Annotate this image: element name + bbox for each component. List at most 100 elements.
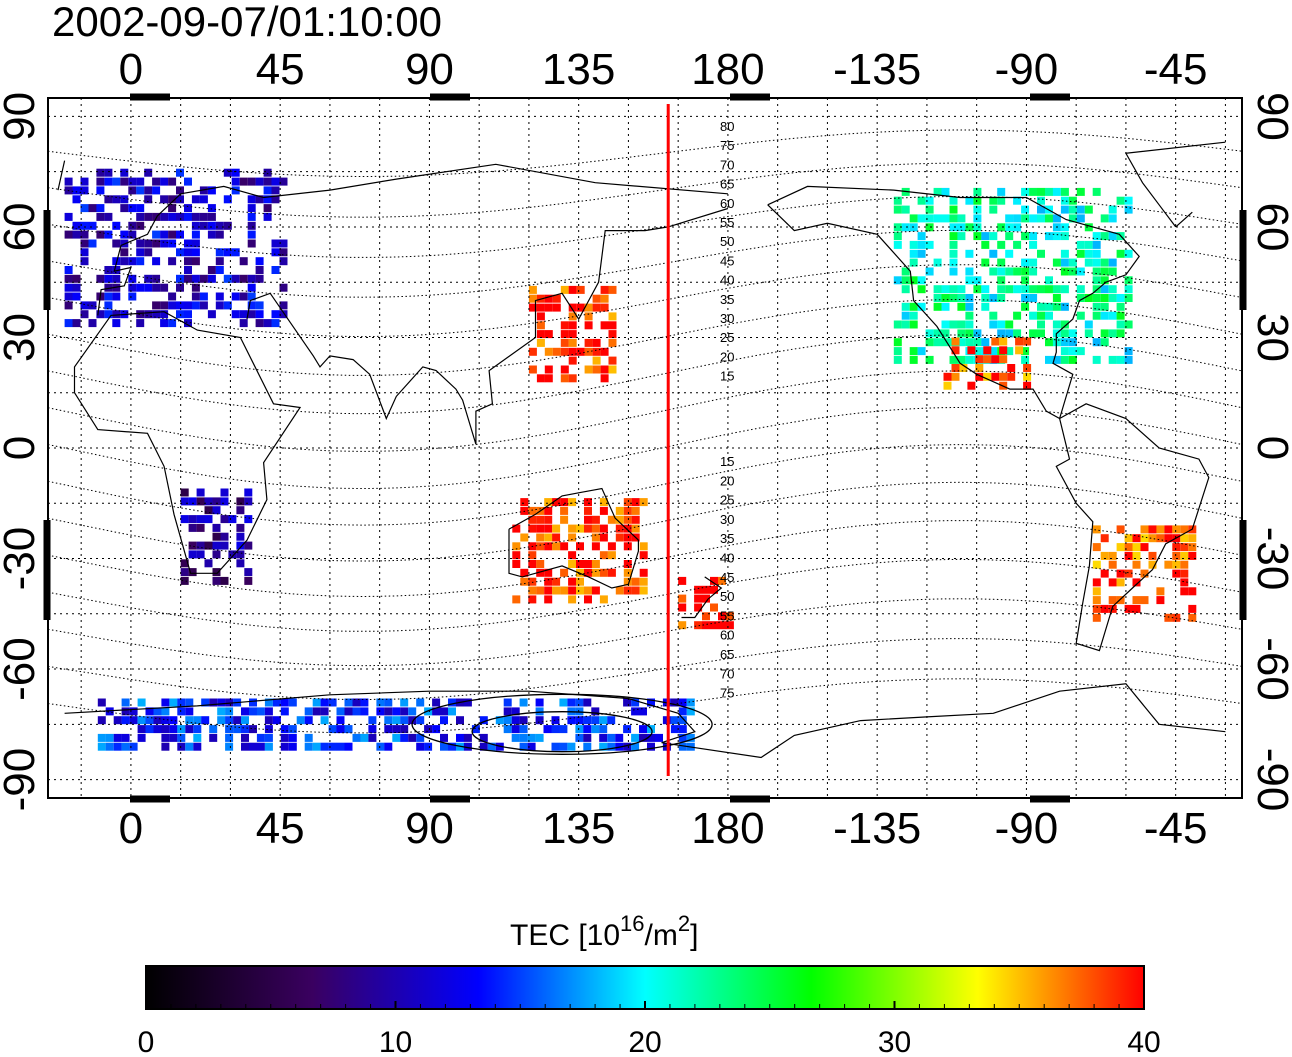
tec-cell: [463, 742, 472, 751]
tec-cell: [639, 542, 648, 551]
tec-cell: [1037, 196, 1045, 205]
tec-cell: [1060, 347, 1069, 356]
tec-cell: [113, 716, 122, 725]
tec-cell: [1180, 587, 1189, 596]
tec-cell: [247, 292, 256, 301]
tec-cell: [136, 310, 145, 319]
tec-cell: [168, 195, 177, 204]
tec-cell: [584, 506, 592, 515]
coastline: [57, 141, 1226, 228]
tec-cell: [72, 186, 81, 195]
tec-cell: [145, 716, 154, 725]
tec-cell: [536, 533, 545, 542]
tec-cell: [1188, 534, 1197, 543]
tec-cell: [212, 541, 221, 550]
tec-cell: [576, 577, 584, 586]
tec-cell: [1029, 240, 1038, 249]
tec-cell: [231, 274, 240, 283]
colorbar-tick-label: 0: [138, 1026, 155, 1057]
tec-cell: [80, 177, 89, 186]
tec-cell: [169, 733, 178, 742]
tec-cell: [207, 274, 216, 283]
tec-cell: [599, 551, 608, 560]
tec-cell: [1068, 214, 1077, 223]
tec-cell: [280, 725, 289, 734]
tec-cell: [941, 329, 950, 338]
tec-cell: [599, 568, 608, 577]
tec-cell: [152, 186, 161, 195]
tec-cell: [88, 221, 97, 230]
tec-cell: [959, 364, 968, 372]
tec-cell: [917, 240, 926, 249]
tec-cell: [88, 319, 97, 328]
tec-cell: [1092, 525, 1101, 534]
tec-cell: [528, 551, 537, 560]
tec-cell: [72, 274, 81, 283]
tec-cell: [519, 742, 528, 751]
tec-cell: [400, 716, 409, 725]
tec-cell: [702, 612, 710, 621]
tec-cell: [288, 698, 297, 707]
tec-cell: [941, 338, 950, 347]
right-lat-tick-label: 90: [1248, 92, 1292, 141]
contour-line: [47, 678, 1243, 734]
tec-cell: [536, 303, 545, 312]
coastline: [73, 311, 302, 574]
tec-cell: [973, 196, 982, 205]
tec-cell: [384, 725, 393, 734]
tec-cell: [120, 248, 129, 257]
tec-cell: [997, 240, 1006, 249]
tec-cell: [1148, 551, 1157, 560]
tec-cell: [328, 698, 337, 707]
tec-cell: [943, 372, 952, 381]
tec-cell: [1092, 355, 1101, 364]
tec-cell: [607, 733, 616, 742]
tec-cell: [220, 515, 229, 524]
bottom-lon-tick-label: 90: [405, 804, 454, 853]
tec-cell: [304, 707, 313, 716]
tec-cell: [999, 346, 1008, 355]
left-lat-tick-label: -60: [0, 637, 44, 701]
tec-cell: [599, 533, 608, 542]
tec-cell: [360, 733, 369, 742]
tec-cell: [279, 283, 288, 292]
tec-cell: [255, 257, 264, 266]
tec-cell: [678, 707, 687, 716]
tec-cell: [161, 698, 170, 707]
tec-cell: [128, 292, 137, 301]
tec-cell: [204, 497, 213, 506]
contour-line: [47, 229, 1243, 298]
right-lat-tick-label: 0: [1248, 436, 1292, 460]
tec-cell: [432, 725, 441, 734]
tec-cell: [591, 533, 600, 542]
tec-cell: [933, 258, 942, 267]
tec-cell: [1092, 294, 1101, 302]
tec-cell: [129, 716, 138, 725]
tec-cell: [1188, 587, 1197, 596]
tec-cell: [247, 230, 256, 239]
tec-cell: [544, 568, 553, 577]
tec-cell: [1108, 214, 1117, 223]
tec-cell: [893, 276, 902, 285]
tec-cell: [917, 276, 926, 285]
contour-label: 15: [720, 369, 734, 384]
tec-cell: [105, 742, 114, 751]
tec-cell: [583, 698, 592, 707]
tec-cell: [191, 248, 200, 257]
tec-cell: [608, 338, 617, 347]
tec-cell: [1100, 285, 1109, 294]
tec-cell: [1124, 320, 1133, 329]
tec-cell: [607, 515, 616, 524]
tec-cell: [949, 232, 958, 241]
tec-cell: [1100, 294, 1109, 302]
tec-cell: [631, 524, 640, 533]
colorbar-title-bracket: ]: [690, 919, 698, 952]
tec-cell: [623, 515, 632, 524]
contour-line: [47, 334, 1243, 415]
tec-cell: [901, 267, 910, 276]
tec-cell: [191, 195, 200, 204]
tec-cell: [207, 221, 216, 230]
tec-cell: [511, 725, 520, 734]
tec-cell: [670, 725, 679, 734]
tec-cell: [120, 177, 129, 186]
